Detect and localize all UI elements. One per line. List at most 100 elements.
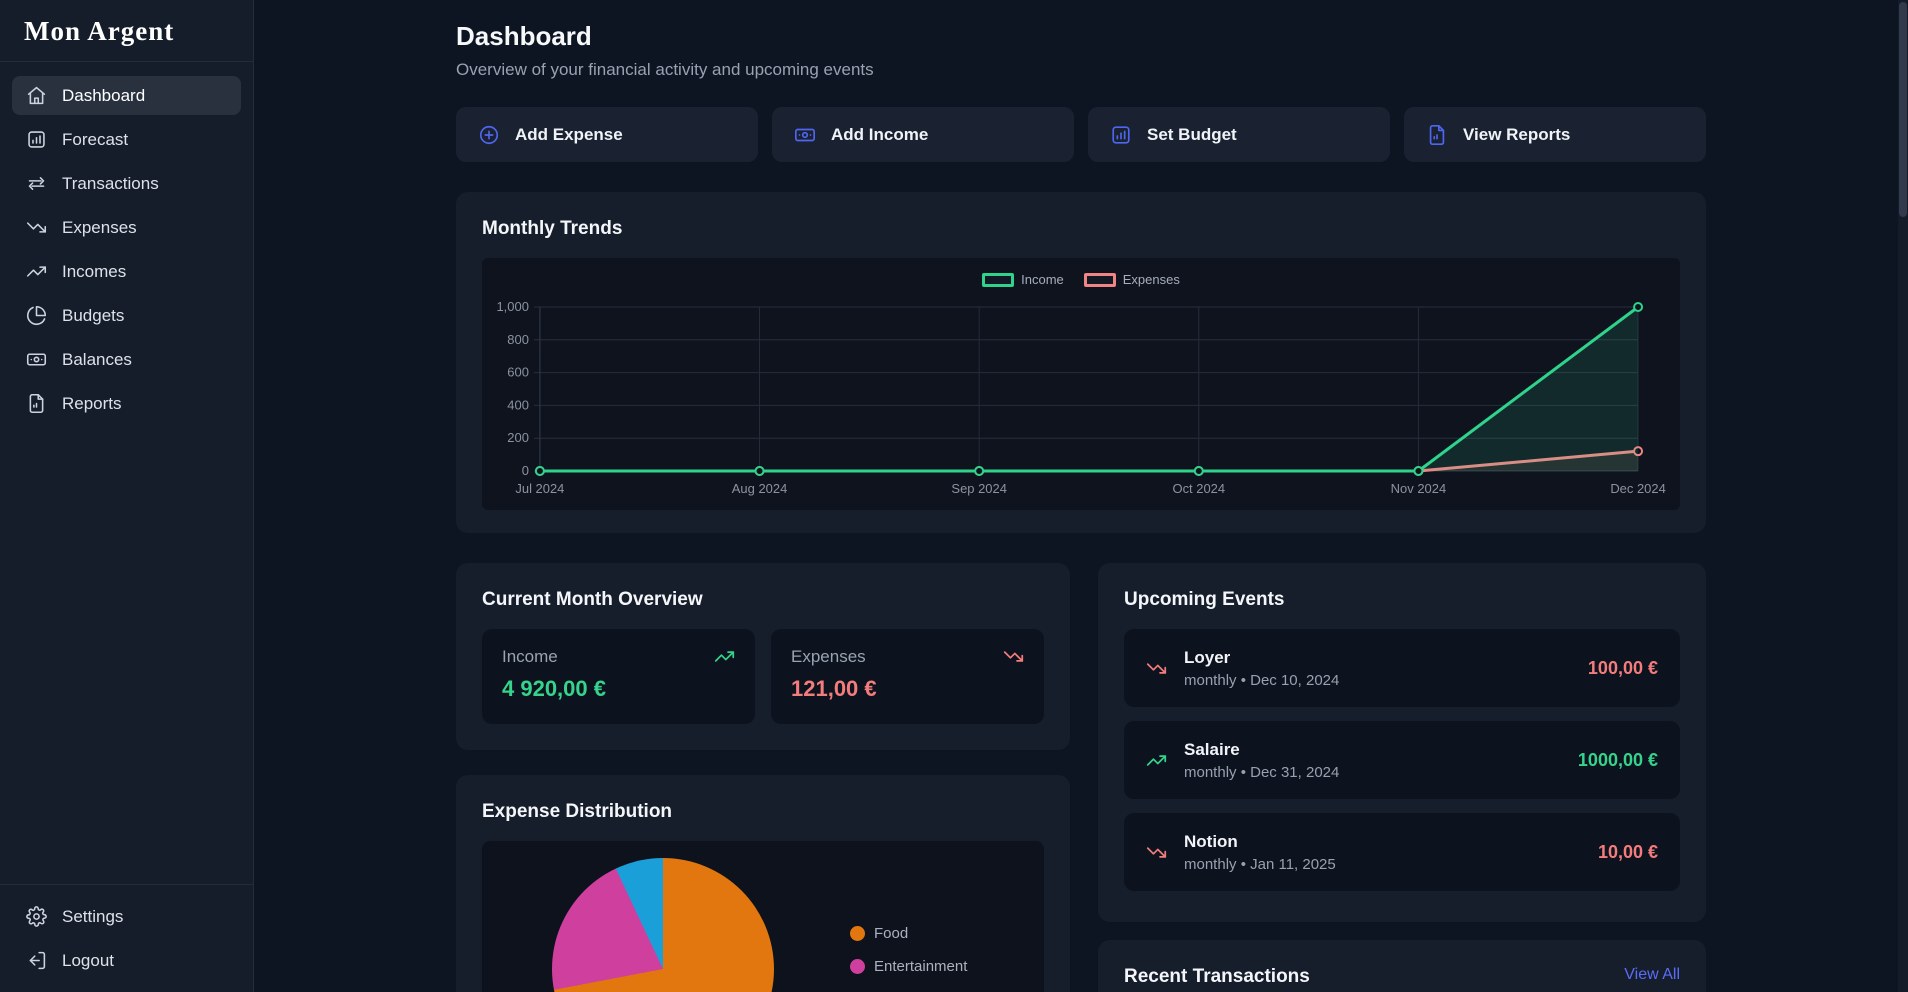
pie-legend-dot [850,959,865,974]
sidebar-item-balances[interactable]: Balances [12,340,241,379]
add-expense-button[interactable]: Add Expense [456,107,758,162]
expense-distribution-title: Expense Distribution [482,801,673,822]
sidebar-item-transactions[interactable]: Transactions [12,164,241,203]
sidebar: Mon Argent Dashboard Forecast Transactio… [0,0,254,992]
sidebar-item-forecast[interactable]: Forecast [12,120,241,159]
current-month-title: Current Month Overview [482,589,703,610]
sidebar-item-incomes[interactable]: Incomes [12,252,241,291]
pie-legend: Food Entertainment [850,925,967,975]
trending-up-icon [714,646,735,667]
sidebar-divider [0,61,253,62]
sidebar-item-label: Budgets [62,305,125,325]
sidebar-item-expenses[interactable]: Expenses [12,208,241,247]
pie-legend-dot [850,926,865,941]
event-meta: monthly • Dec 10, 2024 [1184,671,1340,689]
event-row-salaire[interactable]: Salaire monthly • Dec 31, 2024 1000,00 € [1124,721,1680,799]
svg-text:800: 800 [507,332,529,347]
arrows-exchange-icon [26,173,47,194]
view-all-link[interactable]: View All [1624,966,1680,983]
gear-icon [26,906,47,927]
file-chart-icon [1426,124,1448,146]
income-label: Income [502,646,558,666]
trending-down-icon [1003,646,1024,667]
trending-down-icon [1146,658,1167,679]
pie-legend-entry: Entertainment [850,958,967,975]
line-chart: 0 200 400 600 800 1,000 Jul 2024 Aug 2024 Sep 20… [496,299,1665,496]
sidebar-item-logout[interactable]: Logout [12,941,241,980]
legend-swatch [1083,272,1116,287]
svg-text:Sep 2024: Sep 2024 [951,481,1006,496]
sidebar-item-label: Incomes [62,261,127,281]
plus-circle-icon [478,124,500,146]
logout-icon [26,950,47,971]
event-row-notion[interactable]: Notion monthly • Jan 11, 2025 10,00 € [1124,813,1680,891]
legend-entry: Income [982,272,1064,287]
legend-label: Income [1021,272,1064,287]
sidebar-item-dashboard[interactable]: Dashboard [12,76,241,115]
bar-chart-square-icon [1110,124,1132,146]
legend-swatch [982,272,1015,287]
event-name: Notion [1184,831,1238,851]
pie-legend-label: Food [874,925,909,942]
pie-chart-icon [26,305,47,326]
sidebar-item-label: Settings [62,906,124,926]
svg-text:Jul 2024: Jul 2024 [515,481,564,496]
set-budget-button[interactable]: Set Budget [1088,107,1390,162]
upcoming-events-card: Upcoming Events Loyer monthly • Dec 10, … [1098,563,1706,922]
sidebar-item-label: Dashboard [62,85,146,105]
pie-chart [552,858,774,992]
sidebar-item-label: Expenses [62,217,137,237]
file-document-icon [26,393,47,414]
sidebar-item-settings[interactable]: Settings [12,897,241,936]
scrollbar [1898,0,1908,992]
event-name: Salaire [1184,739,1240,759]
monthly-trends-chart: Income Expenses 0 200 400 600 800 1,000 Jul 202… [482,258,1680,510]
event-row-loyer[interactable]: Loyer monthly • Dec 10, 2024 100,00 € [1124,629,1680,707]
trending-down-icon [1146,842,1167,863]
scrollbar-thumb[interactable] [1899,2,1907,217]
chart-legend: Income Expenses [482,272,1680,287]
page-title: Dashboard [456,21,592,51]
sidebar-item-reports[interactable]: Reports [12,384,241,423]
expenses-label: Expenses [791,646,866,666]
sidebar-item-label: Forecast [62,129,129,149]
expenses-value: 121,00 € [791,676,877,701]
add-income-label: Add Income [831,124,929,144]
pie-legend-label: Entertainment [874,958,968,975]
event-meta: monthly • Jan 11, 2025 [1184,855,1336,873]
sidebar-item-label: Logout [62,950,114,970]
income-tile: Income 4 920,00 € [482,629,755,724]
main-content: Dashboard Overview of your financial act… [254,0,1908,992]
svg-text:1,000: 1,000 [496,299,528,314]
svg-text:Aug 2024: Aug 2024 [732,481,787,496]
sidebar-item-label: Transactions [62,173,159,193]
trending-up-icon [26,261,47,282]
svg-text:Dec 2024: Dec 2024 [1610,481,1665,496]
page-subtitle: Overview of your financial activity and … [456,60,874,79]
add-income-button[interactable]: Add Income [772,107,1074,162]
sidebar-footer: Settings Logout [0,884,253,992]
home-icon [26,85,47,106]
expense-pie-panel: Food Entertainment [482,841,1044,992]
view-reports-button[interactable]: View Reports [1404,107,1706,162]
svg-text:Oct 2024: Oct 2024 [1173,481,1226,496]
svg-text:Nov 2024: Nov 2024 [1391,481,1446,496]
add-expense-label: Add Expense [515,124,623,144]
banknote-icon [26,349,47,370]
app-logo: Mon Argent [24,16,175,46]
event-amount: 100,00 € [1587,657,1658,678]
income-value: 4 920,00 € [502,676,606,701]
set-budget-label: Set Budget [1147,124,1237,144]
recent-transactions-title: Recent Transactions [1124,966,1310,987]
trending-down-icon [26,217,47,238]
sidebar-item-label: Balances [62,349,132,369]
recent-transactions-card: Recent Transactions View All [1098,940,1706,992]
view-reports-label: View Reports [1463,124,1571,144]
sidebar-item-budgets[interactable]: Budgets [12,296,241,335]
svg-text:400: 400 [507,397,529,412]
svg-text:200: 200 [507,430,529,445]
bar-chart-square-icon [26,129,47,150]
quick-actions: Add Expense Add Income Set Budget View R… [456,107,1706,162]
upcoming-events-title: Upcoming Events [1124,589,1285,610]
